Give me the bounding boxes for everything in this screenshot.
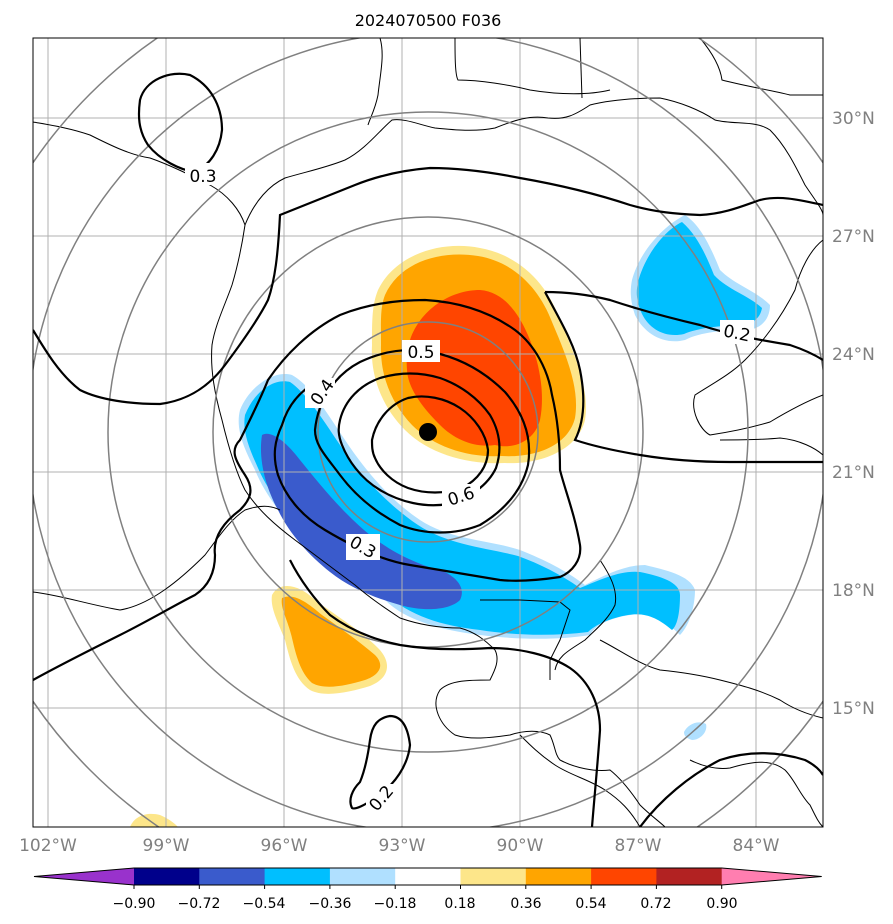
contour-label-group: 0.3 0.5 0.4 0.6 0.3 0.2 0.2 [185, 163, 754, 815]
colorbar-segment [264, 868, 331, 885]
colorbar-tick-label: −0.90 [113, 896, 156, 912]
colorbar-tick-label: 0.90 [706, 896, 737, 912]
shaded-field [130, 215, 770, 827]
shade-positive-orange-sw [281, 596, 381, 687]
contour-label: 0.3 [189, 167, 216, 187]
figure-title: 2024070500 F036 [355, 11, 502, 30]
colorbar-tick-label: 0.54 [575, 896, 606, 912]
colorbar-segment [395, 868, 461, 885]
lon-label: 93°W [379, 836, 426, 856]
storm-center-marker [419, 423, 437, 441]
colorbar [33, 867, 822, 889]
colorbar-segment [656, 868, 723, 885]
coastlines [33, 38, 823, 827]
colorbar-tick-label: 0.36 [510, 896, 541, 912]
lat-label: 15°N [832, 699, 875, 719]
colorbar-segment [591, 868, 657, 885]
shade-positive-yellow-corner [130, 813, 178, 827]
contour-lines [33, 72, 823, 827]
colorbar-tick-label: −0.54 [243, 896, 286, 912]
colorbar-tick-label: −0.36 [309, 896, 352, 912]
longitude-axis: 102°W 99°W 96°W 93°W 90°W 87°W 84°W [19, 836, 780, 856]
colorbar-segment [460, 868, 527, 885]
lat-label: 24°N [832, 345, 875, 365]
lon-label: 84°W [733, 836, 780, 856]
lat-label: 18°N [832, 581, 875, 601]
colorbar-extend-max [721, 868, 822, 885]
lat-label: 30°N [832, 109, 875, 129]
gridlines [33, 38, 823, 827]
lat-label: 27°N [832, 227, 875, 247]
shade-negative-blue-ne [636, 222, 762, 336]
colorbar-segment [329, 868, 396, 885]
colorbar-extend-min [34, 868, 134, 885]
colorbar-tick-label: 0.72 [640, 896, 671, 912]
lon-label: 96°W [261, 836, 308, 856]
lon-label: 90°W [497, 836, 544, 856]
lat-label: 21°N [832, 463, 875, 483]
colorbar-tick-label: −0.72 [178, 896, 221, 912]
colorbar-tick-label: −0.18 [374, 896, 417, 912]
colorbar-segment [199, 868, 266, 885]
colorbar-tick-label: 0.18 [444, 896, 475, 912]
map-frame [32, 37, 824, 828]
colorbar-ticklabels: −0.90 −0.72 −0.54 −0.36 −0.18 0.18 0.36 … [113, 896, 738, 912]
colorbar-segment [134, 868, 200, 885]
colorbar-segment [525, 868, 592, 885]
lon-label: 102°W [19, 836, 77, 856]
lon-label: 99°W [143, 836, 190, 856]
contour-label: 0.5 [407, 343, 434, 363]
lon-label: 87°W [615, 836, 662, 856]
latitude-axis: 30°N 27°N 24°N 21°N 18°N 15°N [832, 109, 875, 719]
